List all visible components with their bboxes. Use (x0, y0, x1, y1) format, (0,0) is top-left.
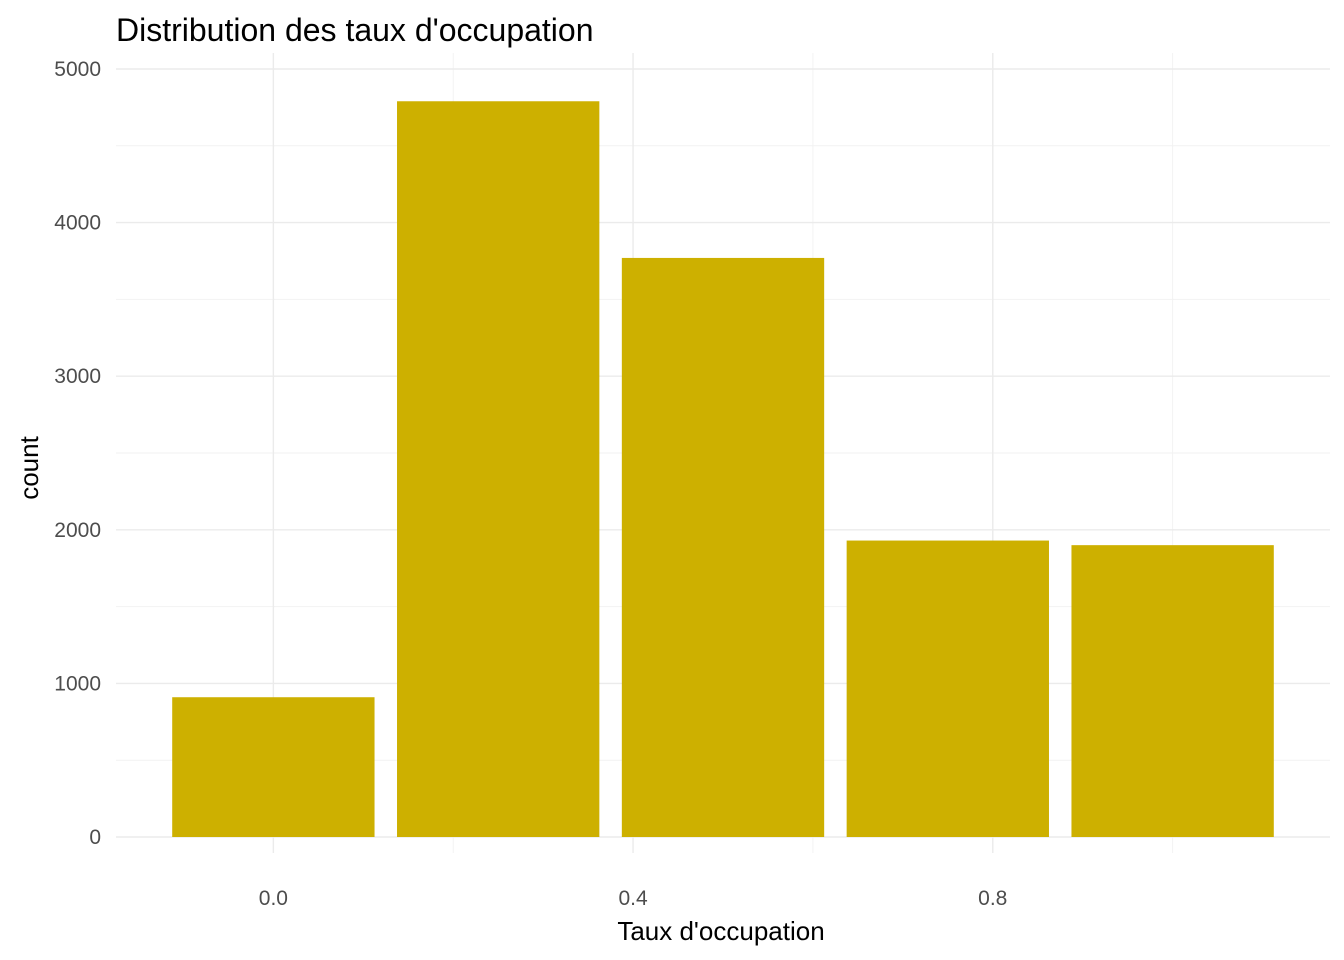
y-tick-label: 4000 (54, 212, 101, 235)
bar (172, 697, 375, 837)
y-tick-label: 0 (89, 826, 101, 849)
bars (172, 101, 1274, 838)
x-tick-label: 0.8 (978, 887, 1007, 910)
x-tick-label: 0.4 (618, 887, 648, 910)
bar (846, 540, 1049, 837)
y-axis-ticks: 0 1000 2000 3000 4000 5000 (54, 58, 101, 849)
chart-title: Distribution des taux d'occupation (116, 12, 594, 48)
y-tick-label: 2000 (54, 519, 101, 542)
y-tick-label: 5000 (54, 58, 101, 81)
y-axis-title: count (14, 435, 44, 499)
bar (397, 101, 600, 838)
x-axis-title: Taux d'occupation (617, 916, 824, 946)
y-tick-label: 3000 (54, 365, 101, 388)
y-tick-label: 1000 (54, 672, 101, 695)
x-tick-label: 0.0 (259, 887, 288, 910)
bar (1071, 545, 1274, 837)
bar (621, 257, 825, 838)
x-axis-ticks: 0.0 0.4 0.8 (259, 887, 1008, 910)
